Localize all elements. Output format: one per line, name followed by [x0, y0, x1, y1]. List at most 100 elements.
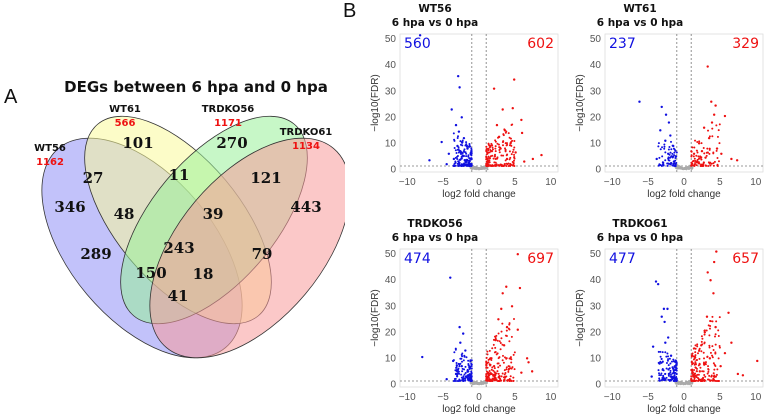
point-down	[667, 121, 671, 124]
point-up	[712, 162, 715, 165]
point-up	[696, 151, 699, 154]
point-up	[717, 357, 720, 360]
venn-set-name-wt56: WT56	[34, 143, 66, 154]
point-up	[485, 361, 488, 364]
point-up	[700, 340, 703, 343]
point-up	[498, 340, 501, 343]
point-up	[531, 157, 535, 161]
venn-set-total-wt56: 1162	[36, 157, 64, 168]
venn-region-wt61: 101	[122, 134, 153, 152]
point-down	[456, 136, 459, 139]
point-up	[690, 150, 693, 153]
point-up	[487, 155, 490, 158]
point-up	[501, 292, 504, 295]
point-up	[509, 137, 512, 140]
point-down	[663, 147, 666, 150]
point-up	[485, 375, 488, 378]
point-up	[716, 163, 719, 166]
y-tick-label: 40	[590, 275, 602, 286]
down-count: 560	[404, 36, 431, 52]
point-up	[487, 376, 490, 379]
point-up	[493, 335, 496, 338]
point-down	[461, 360, 463, 363]
point-up	[488, 349, 491, 352]
plot-area	[604, 248, 764, 388]
point-up	[510, 379, 513, 382]
point-up	[700, 158, 703, 161]
point-up	[494, 346, 497, 349]
point-up	[511, 139, 514, 142]
point-down	[469, 377, 472, 380]
point-up	[505, 154, 508, 157]
y-axis-label: −log10(FDR)	[370, 289, 381, 347]
point-down	[458, 86, 461, 89]
point-down	[658, 362, 661, 365]
point-down	[665, 361, 668, 364]
point-down	[449, 276, 452, 279]
point-up	[736, 372, 740, 376]
point-up	[691, 372, 694, 375]
y-tick-label: 50	[385, 34, 397, 45]
point-ns	[481, 167, 484, 170]
point-up	[692, 375, 695, 378]
point-down	[658, 156, 661, 159]
point-down	[668, 367, 671, 370]
point-up	[527, 361, 530, 364]
point-up	[489, 364, 492, 367]
point-up	[717, 129, 720, 132]
point-down	[660, 357, 663, 360]
point-up	[499, 147, 502, 150]
point-up	[709, 279, 712, 282]
point-up	[498, 151, 501, 154]
point-down	[456, 375, 459, 378]
volcano-title: TRDKO61	[612, 218, 667, 230]
point-up	[700, 344, 703, 347]
point-down	[660, 105, 663, 109]
point-up	[485, 373, 488, 376]
point-up	[710, 162, 713, 165]
point-ns	[684, 167, 687, 170]
point-up	[703, 363, 706, 366]
point-up	[705, 329, 708, 332]
point-down	[454, 377, 457, 380]
plot-area	[604, 33, 764, 173]
point-down	[468, 159, 471, 162]
point-down	[470, 147, 473, 150]
point-up	[717, 334, 720, 337]
point-up	[507, 367, 511, 370]
point-up	[512, 148, 515, 151]
point-down	[672, 162, 675, 165]
point-ns	[688, 381, 691, 384]
point-down	[456, 372, 459, 375]
point-down	[658, 377, 661, 380]
point-ns	[687, 383, 690, 386]
point-up	[514, 151, 517, 154]
point-up	[716, 379, 719, 382]
y-tick-label: 10	[385, 353, 397, 364]
point-ns	[687, 166, 690, 169]
point-up	[710, 121, 714, 124]
volcano-title: WT56	[418, 3, 451, 15]
point-up	[711, 127, 714, 130]
x-tick-label: −5	[642, 177, 654, 188]
point-down	[469, 365, 472, 368]
point-down	[669, 134, 672, 137]
point-up	[702, 351, 705, 354]
point-up	[706, 271, 709, 274]
point-down	[659, 355, 662, 358]
point-down	[658, 374, 661, 377]
point-down	[657, 142, 660, 145]
point-up	[491, 164, 494, 167]
venn-region-wt56-wt61-trdko56: 48	[114, 205, 135, 223]
point-up	[495, 353, 498, 356]
point-down	[470, 152, 473, 155]
point-up	[695, 164, 698, 167]
point-down	[664, 113, 668, 116]
y-tick-label: 50	[385, 249, 397, 260]
point-ns	[682, 167, 685, 170]
point-down	[669, 362, 672, 365]
point-down	[665, 376, 668, 379]
point-up	[502, 154, 505, 157]
point-up	[497, 375, 501, 378]
point-up	[504, 372, 507, 375]
